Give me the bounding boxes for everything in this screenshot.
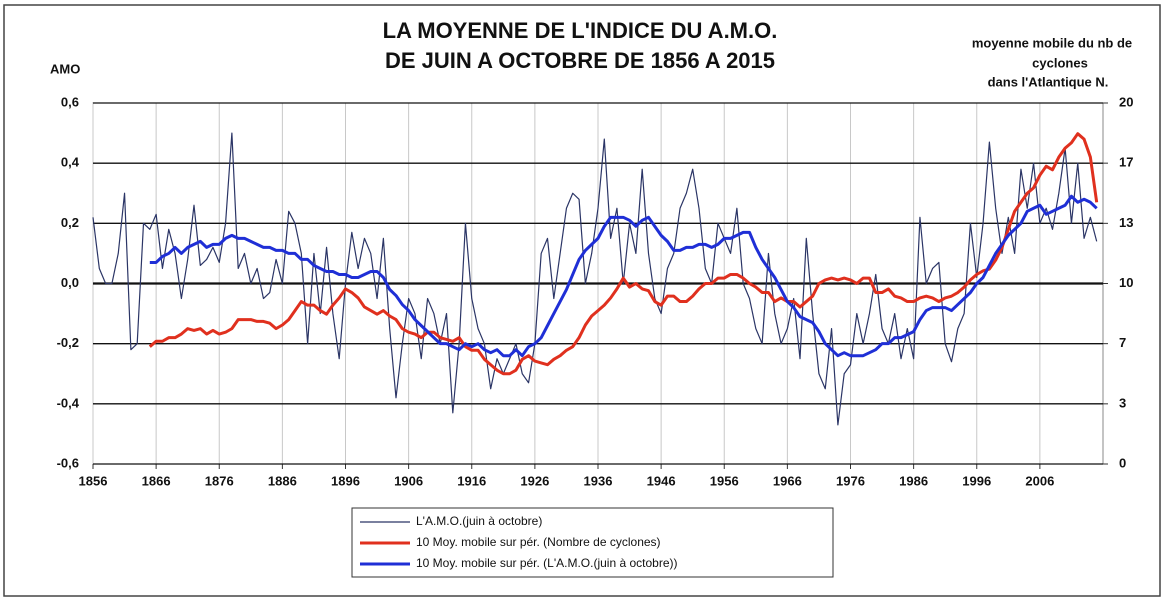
y2-tick-label: 0 [1119, 455, 1126, 470]
legend-label: L'A.M.O.(juin à octobre) [416, 514, 542, 528]
series-line [149, 194, 1098, 358]
y-axis-label: AMO [50, 61, 80, 76]
series-line [148, 132, 1099, 376]
y2-tick-label: 17 [1119, 155, 1133, 170]
y2-tick-label: 10 [1119, 275, 1133, 290]
x-tick-label: 1876 [205, 473, 234, 488]
chart-title: DE JUIN A OCTOBRE DE 1856 A 2015 [385, 48, 775, 73]
y-tick-label: -0,6 [57, 455, 79, 470]
x-tick-label: 1966 [773, 473, 802, 488]
x-tick-label: 1916 [457, 473, 486, 488]
y2-axis-label: cyclones [1032, 55, 1088, 70]
y2-tick-label: 13 [1119, 215, 1133, 230]
legend-label: 10 Moy. mobile sur pér. (L'A.M.O.(juin à… [416, 556, 678, 570]
x-tick-label: 2006 [1025, 473, 1054, 488]
x-tick-label: 1896 [331, 473, 360, 488]
y2-tick-label: 7 [1119, 335, 1126, 350]
y2-tick-label: 20 [1119, 94, 1133, 109]
chart-title: LA MOYENNE DE L'INDICE DU A.M.O. [383, 18, 778, 43]
y2-axis-label: moyenne mobile du nb de [972, 35, 1132, 50]
x-tick-label: 1996 [962, 473, 991, 488]
y-tick-label: -0,4 [57, 395, 80, 410]
y-tick-label: 0,4 [61, 155, 80, 170]
x-tick-label: 1936 [584, 473, 613, 488]
legend [351, 507, 834, 578]
x-tick-label: 1906 [394, 473, 423, 488]
series-line [92, 132, 1098, 426]
x-tick-label: 1946 [647, 473, 676, 488]
x-tick-label: 1986 [899, 473, 928, 488]
x-tick-label: 1956 [710, 473, 739, 488]
y2-tick-label: 3 [1119, 395, 1126, 410]
y-tick-label: -0,2 [57, 335, 79, 350]
y-tick-label: 0,0 [61, 275, 79, 290]
y-tick-label: 0,2 [61, 215, 79, 230]
legend-label: 10 Moy. mobile sur pér. (Nombre de cyclo… [416, 535, 661, 549]
y-tick-label: 0,6 [61, 94, 79, 109]
x-tick-label: 1976 [836, 473, 865, 488]
x-tick-label: 1866 [142, 473, 171, 488]
x-tick-label: 1886 [268, 473, 297, 488]
x-tick-label: 1926 [520, 473, 549, 488]
x-tick-label: 1856 [79, 473, 108, 488]
frame [3, 4, 1161, 597]
y2-axis-label: dans l'Atlantique N. [988, 74, 1109, 89]
